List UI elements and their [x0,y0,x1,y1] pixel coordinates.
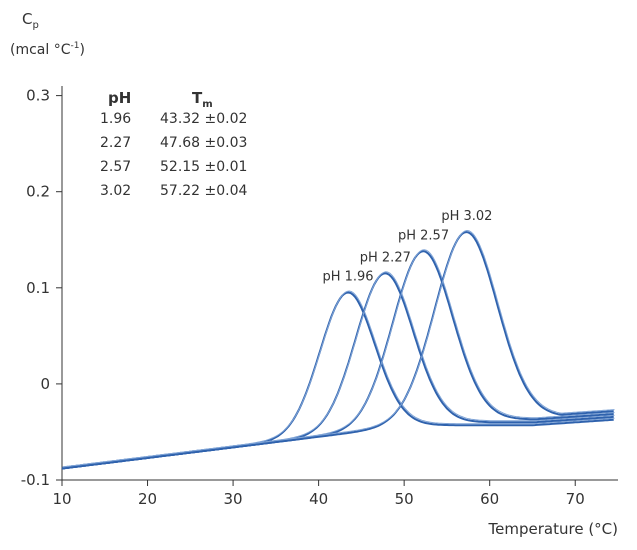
y-tick-label: 0.3 [26,87,50,105]
table-header-ph: pH [108,89,131,107]
curve-replicate [62,229,615,468]
y-axis-label: Cp [22,10,39,31]
x-tick-label: 20 [138,490,157,508]
peak-labels: pH 1.96 pH 2.27 pH 2.57 pH 3.02 [322,209,492,285]
x-tick-label: 30 [224,490,243,508]
table-tm-4: 57.22 ±0.04 [160,183,248,199]
table-ph-4: 3.02 [100,183,131,199]
y-tick-label: 0.2 [26,183,50,201]
peak-label: pH 1.96 [322,270,373,285]
x-tick-label: 40 [309,490,328,508]
y-tick-label: 0 [40,375,50,393]
table-ph-2: 2.27 [100,135,131,151]
x-axis-label: Temperature (°C) [488,520,618,538]
table-header-tm: Tm [192,89,213,110]
x-tick-label: 50 [395,490,414,508]
table-tm-1: 43.32 ±0.02 [160,111,247,127]
table-tm-2: 47.68 ±0.03 [160,135,247,151]
peak-label: pH 2.57 [398,228,449,243]
table-ph-3: 2.57 [100,159,131,175]
curves [61,229,615,470]
curve-pH-3-02 [61,230,614,470]
table-ph-1: 1.96 [100,111,131,127]
x-tick-label: 60 [480,490,499,508]
y-ticks: -0.1 0 0.1 0.2 0.3 [21,87,62,489]
curve-replicate [62,290,615,468]
x-tick-label: 70 [566,490,585,508]
peak-label: pH 2.27 [360,250,411,265]
table-tm-3: 52.15 ±0.01 [160,159,247,175]
y-axis-units: (mcal °C-1) [10,41,85,58]
y-tick-label: -0.1 [21,471,50,489]
x-tick-label: 10 [52,490,71,508]
y-tick-label: 0.1 [26,279,50,297]
x-ticks: 10 20 30 40 50 60 70 [52,480,585,508]
curve-pH-1-96 [61,291,614,470]
tm-table: pH Tm 1.96 43.32 ±0.02 2.27 47.68 ±0.03 … [100,89,248,199]
peak-label: pH 3.02 [441,209,492,224]
